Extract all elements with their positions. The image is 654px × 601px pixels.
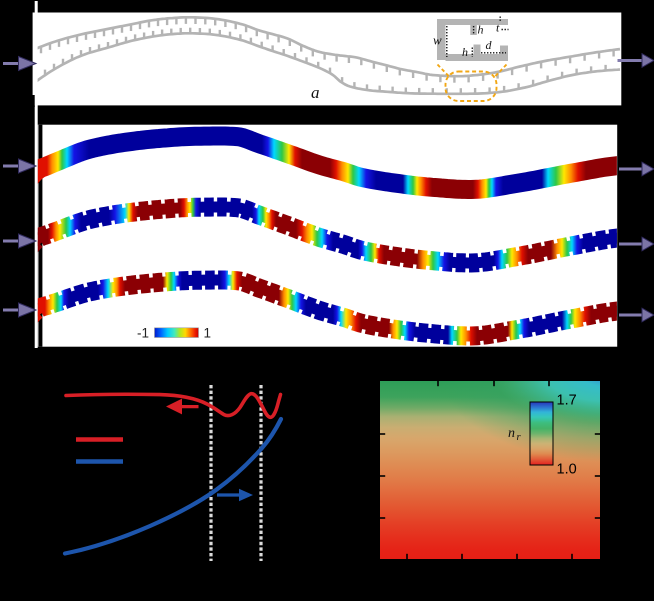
svg-text:d: d [486, 38, 493, 52]
svg-text:-1: -1 [137, 326, 149, 341]
svg-text:n: n [508, 426, 515, 441]
svg-text:h: h [478, 23, 484, 37]
svg-text:a: a [311, 83, 320, 102]
svg-text:1.0: 1.0 [557, 462, 577, 478]
svg-text:t: t [496, 21, 500, 35]
svg-text:1.7: 1.7 [557, 393, 577, 409]
svg-text:w: w [433, 33, 442, 48]
svg-text:1: 1 [204, 326, 212, 341]
svg-text:r: r [517, 432, 522, 443]
svg-text:h: h [462, 45, 468, 59]
